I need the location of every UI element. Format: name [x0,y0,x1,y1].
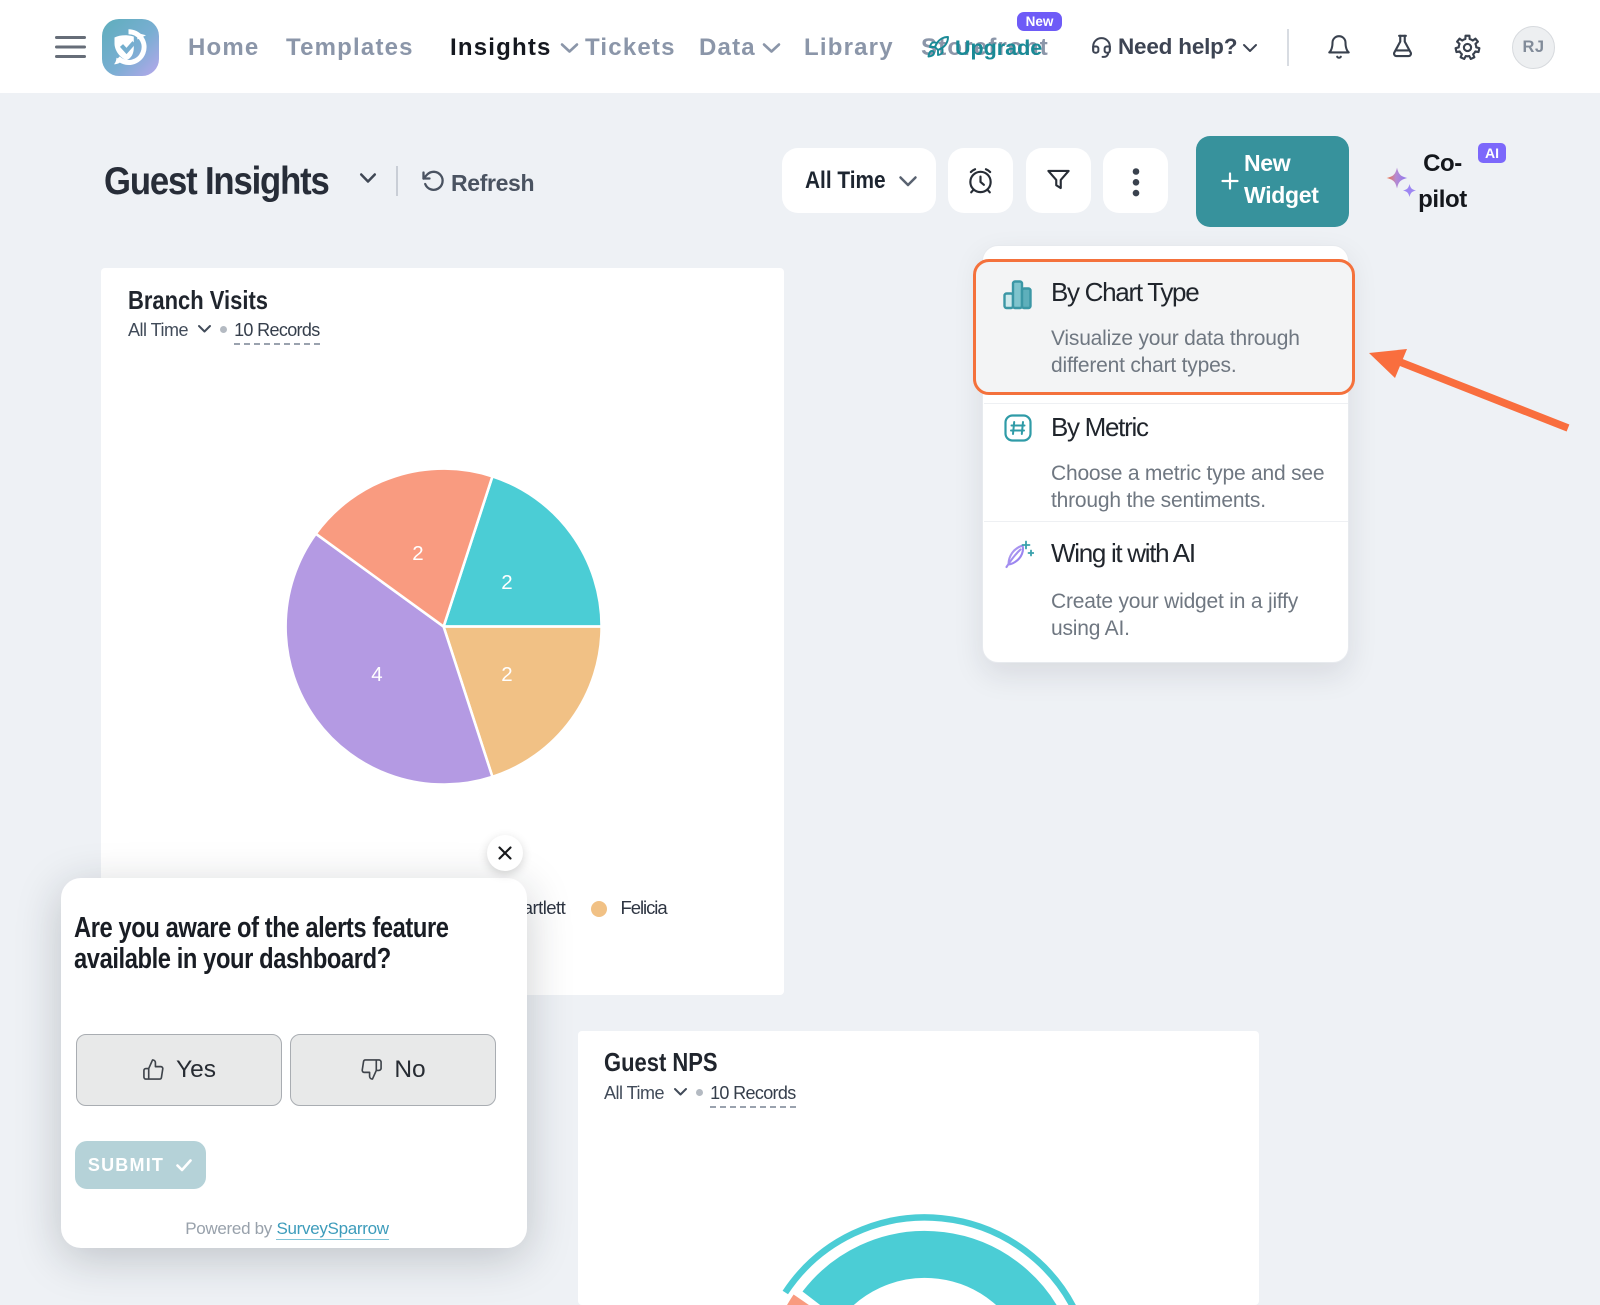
svg-text:2: 2 [501,663,512,686]
svg-text:2: 2 [412,542,423,565]
svg-text:2: 2 [501,571,512,594]
svg-text:4: 4 [371,663,382,686]
